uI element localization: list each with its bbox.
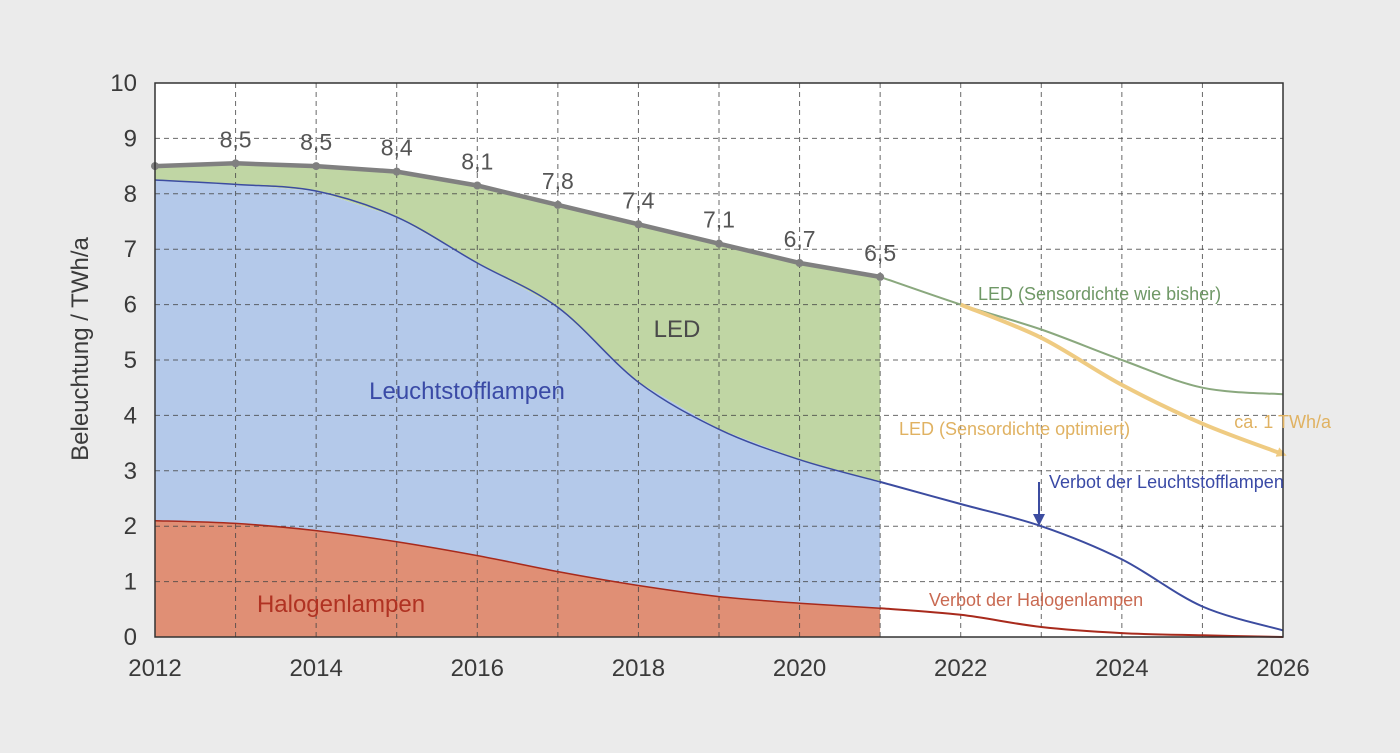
chart-annotations: Beleuchtung / TWh/a LED Leuchtstofflampe… [67, 237, 1332, 618]
total-value-label: 8,5 [220, 126, 252, 152]
total-value-label: 7,1 [703, 207, 735, 233]
x-tick-label: 2020 [773, 655, 826, 682]
total-value-label: 7,8 [542, 168, 574, 194]
y-tick-label: 6 [124, 292, 137, 319]
total-value-label: 8,5 [300, 129, 332, 155]
projection-led-wie-bisher [879, 275, 1284, 396]
total-point [231, 159, 240, 168]
y-tick-label: 10 [110, 70, 137, 97]
x-tick-label: 2026 [1256, 655, 1309, 682]
total-line [154, 161, 881, 280]
x-tick-label: 2012 [128, 655, 181, 682]
projection-led-optimiert [959, 302, 1287, 457]
y-axis-label: Beleuchtung / TWh/a [67, 237, 94, 461]
total-value-label: 8,1 [461, 148, 493, 174]
area-leuchtstofflampen [155, 180, 881, 609]
label-verbot-halogenlampen: Verbot der Halogenlampen [929, 590, 1143, 610]
total-value-label: 7,4 [622, 187, 654, 213]
total-point [473, 181, 482, 190]
area-label-led: LED [654, 316, 701, 343]
label-led-sensordichte-optimiert: LED (Sensordichte optimiert) [899, 419, 1130, 439]
label-ca-1-twh: ca. 1 TWh/a [1234, 412, 1332, 432]
total-value-label: 6,7 [784, 226, 816, 252]
area-halogenlampen [155, 520, 881, 637]
y-tick-label: 2 [124, 513, 137, 540]
total-point [634, 220, 643, 229]
area-label-leuchtstofflampen: Leuchtstofflampen [369, 378, 565, 405]
gridlines [155, 83, 1283, 637]
y-tick-label: 5 [124, 347, 137, 374]
area-label-halogenlampen: Halogenlampen [257, 591, 425, 618]
area-fills [155, 163, 881, 637]
total-point [312, 162, 321, 171]
x-tick-label: 2016 [451, 655, 504, 682]
line-leuchtstofflampen [154, 179, 881, 483]
total-point [795, 259, 804, 268]
x-tick-label: 2022 [934, 655, 987, 682]
label-verbot-leuchtstofflampen: Verbot der Leuchtstofflampen [1049, 472, 1284, 492]
area-led [155, 163, 881, 482]
series-lines: 8,5 8,5 8,4 8,1 7,8 7,4 7,1 6,7 6,5 [151, 126, 1287, 638]
total-point [876, 272, 885, 281]
y-tick-label: 8 [124, 181, 137, 208]
axis-ticks: 2012 2014 2016 2018 2020 2022 2024 2026 0 1 2 3 4 5 6 7… [110, 70, 1309, 682]
x-tick-label: 2024 [1095, 655, 1148, 682]
y-tick-label: 3 [124, 458, 137, 485]
y-tick-label: 0 [124, 624, 137, 651]
x-tick-label: 2014 [289, 655, 342, 682]
total-value-label: 6,5 [864, 240, 896, 266]
total-point [392, 167, 401, 176]
line-halogenlampen [154, 519, 881, 609]
y-tick-label: 1 [124, 569, 137, 596]
projection-halogenlampen [880, 607, 1284, 638]
plot-frame [154, 82, 1284, 638]
total-value-label: 8,4 [381, 135, 413, 161]
total-point [715, 239, 723, 248]
total-point [553, 200, 562, 209]
y-tick-label: 4 [124, 402, 137, 429]
x-tick-label: 2018 [612, 655, 665, 682]
projection-leuchtstofflampen [879, 480, 1284, 632]
y-tick-label: 7 [124, 236, 137, 263]
label-led-sensordichte-wie-bisher: LED (Sensordichte wie bisher) [978, 284, 1221, 304]
y-tick-label: 9 [124, 125, 137, 152]
